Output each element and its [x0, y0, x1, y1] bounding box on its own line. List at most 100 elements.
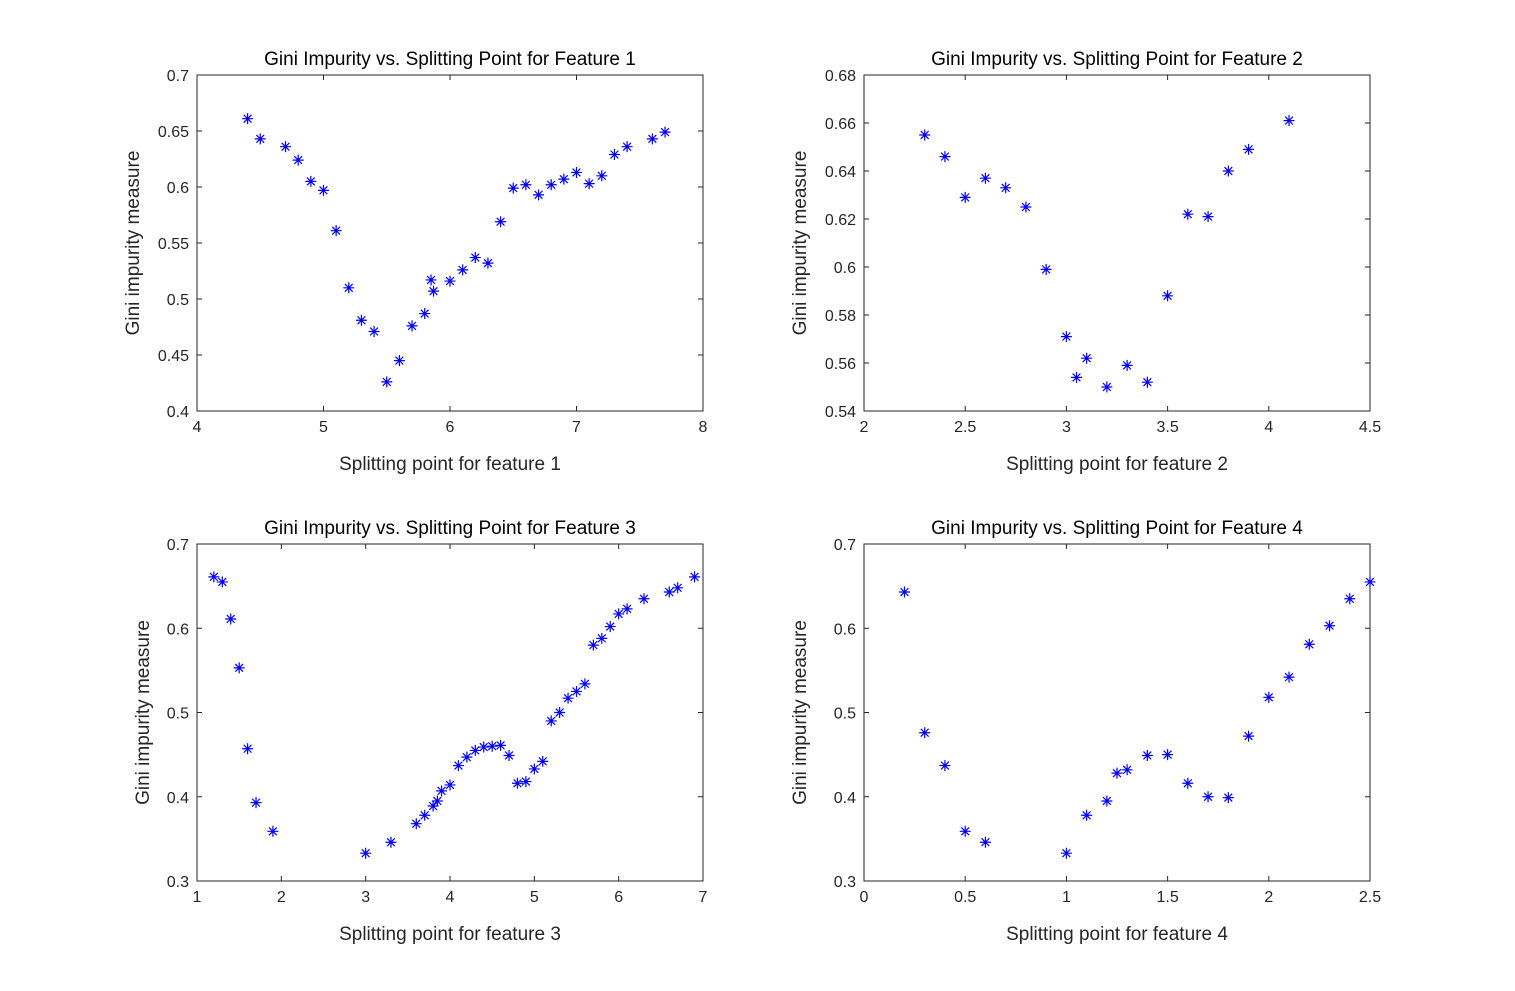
data-point — [343, 282, 355, 294]
data-point — [1222, 792, 1234, 804]
data-point — [898, 586, 910, 598]
x-tick-label: 7 — [572, 419, 581, 436]
data-point — [419, 308, 431, 320]
x-axis-label: Splitting point for feature 2 — [1006, 454, 1228, 475]
y-tick-label: 0.62 — [825, 212, 856, 229]
y-tick-label: 0.7 — [834, 537, 856, 554]
data-point — [583, 178, 595, 190]
y-tick-label: 0.66 — [825, 116, 856, 133]
data-point — [646, 133, 658, 145]
y-tick-label: 0.4 — [834, 790, 856, 807]
data-point — [596, 170, 608, 182]
data-point — [457, 264, 469, 276]
data-point — [318, 184, 329, 196]
y-tick-label: 0.5 — [167, 292, 189, 309]
data-point — [216, 576, 228, 588]
data-point — [225, 613, 237, 625]
data-point — [621, 603, 633, 615]
data-point — [545, 179, 557, 191]
data-point — [250, 797, 262, 809]
subplot-4: Gini Impurity vs. Splitting Point for Fe… — [790, 518, 1381, 945]
data-point — [1303, 638, 1315, 650]
data-point — [1141, 376, 1153, 388]
y-tick-label: 0.3 — [167, 874, 189, 891]
data-point — [444, 275, 456, 287]
data-point — [919, 129, 931, 141]
y-tick-label: 0.6 — [834, 621, 856, 638]
y-tick-label: 0.55 — [158, 236, 189, 253]
data-point — [959, 191, 971, 203]
data-point — [428, 285, 440, 297]
subplot-2: Gini Impurity vs. Splitting Point for Fe… — [790, 49, 1381, 475]
data-point — [1202, 211, 1214, 223]
data-point — [1101, 381, 1113, 393]
data-point — [1060, 331, 1072, 343]
data-point — [233, 662, 245, 674]
y-tick-label: 0.45 — [158, 348, 189, 365]
data-point — [1344, 593, 1356, 605]
x-tick-label: 8 — [699, 419, 708, 436]
data-point — [1283, 671, 1295, 683]
y-tick-label: 0.6 — [834, 260, 856, 277]
data-point — [242, 113, 254, 125]
chart-title: Gini Impurity vs. Splitting Point for Fe… — [264, 49, 636, 70]
data-point — [469, 252, 481, 264]
data-point — [1121, 764, 1133, 776]
data-point — [621, 141, 633, 153]
x-tick-label: 3 — [1062, 419, 1071, 436]
data-point — [1020, 201, 1032, 213]
data-point — [554, 707, 566, 718]
data-point — [638, 593, 650, 605]
data-point — [469, 744, 481, 756]
x-tick-label: 4 — [193, 419, 202, 436]
data-point — [511, 777, 523, 789]
data-point — [1121, 359, 1133, 371]
x-axis-label: Splitting point for feature 4 — [1006, 924, 1228, 945]
data-point — [1000, 182, 1012, 194]
chart-title: Gini Impurity vs. Splitting Point for Fe… — [264, 518, 636, 539]
x-tick-label: 4 — [446, 889, 455, 906]
data-point — [452, 760, 464, 772]
data-point — [1243, 730, 1255, 742]
data-point — [689, 571, 701, 583]
data-point — [419, 809, 431, 821]
y-axis-label: Gini impurity measure — [790, 620, 811, 805]
x-tick-label: 4.5 — [1359, 419, 1381, 436]
x-tick-label: 2 — [277, 889, 286, 906]
y-tick-label: 0.4 — [167, 404, 189, 421]
data-point — [280, 141, 292, 153]
y-tick-label: 0.4 — [167, 790, 189, 807]
x-tick-label: 4 — [1264, 419, 1273, 436]
data-point — [1071, 371, 1083, 383]
x-tick-label: 2 — [1264, 889, 1273, 906]
data-point — [571, 685, 582, 697]
data-point — [1182, 208, 1194, 220]
data-point — [1263, 691, 1275, 703]
x-axis-label: Splitting point for feature 1 — [339, 454, 561, 475]
y-axis-label: Gini impurity measure — [133, 620, 154, 805]
data-point — [659, 126, 671, 138]
data-point — [919, 727, 931, 739]
data-point — [507, 182, 519, 194]
data-point — [393, 355, 405, 367]
data-point — [267, 825, 279, 837]
data-point — [587, 639, 599, 651]
x-tick-label: 6 — [614, 889, 623, 906]
y-tick-label: 0.6 — [167, 621, 189, 638]
chart-title: Gini Impurity vs. Splitting Point for Fe… — [931, 49, 1303, 70]
plot-area — [863, 543, 1371, 882]
data-point — [663, 586, 675, 598]
data-point — [330, 225, 342, 237]
data-point — [444, 779, 456, 791]
x-tick-label: 0.5 — [954, 889, 976, 906]
data-point — [528, 763, 540, 775]
y-tick-label: 0.6 — [167, 180, 189, 197]
subplot-3: Gini Impurity vs. Splitting Point for Fe… — [133, 518, 708, 945]
x-tick-label: 1 — [193, 889, 202, 906]
data-point — [1081, 352, 1093, 364]
data-point — [1243, 143, 1255, 155]
y-tick-label: 0.58 — [825, 308, 856, 325]
data-point — [1162, 749, 1174, 761]
data-point — [608, 149, 620, 161]
data-point — [613, 608, 625, 620]
